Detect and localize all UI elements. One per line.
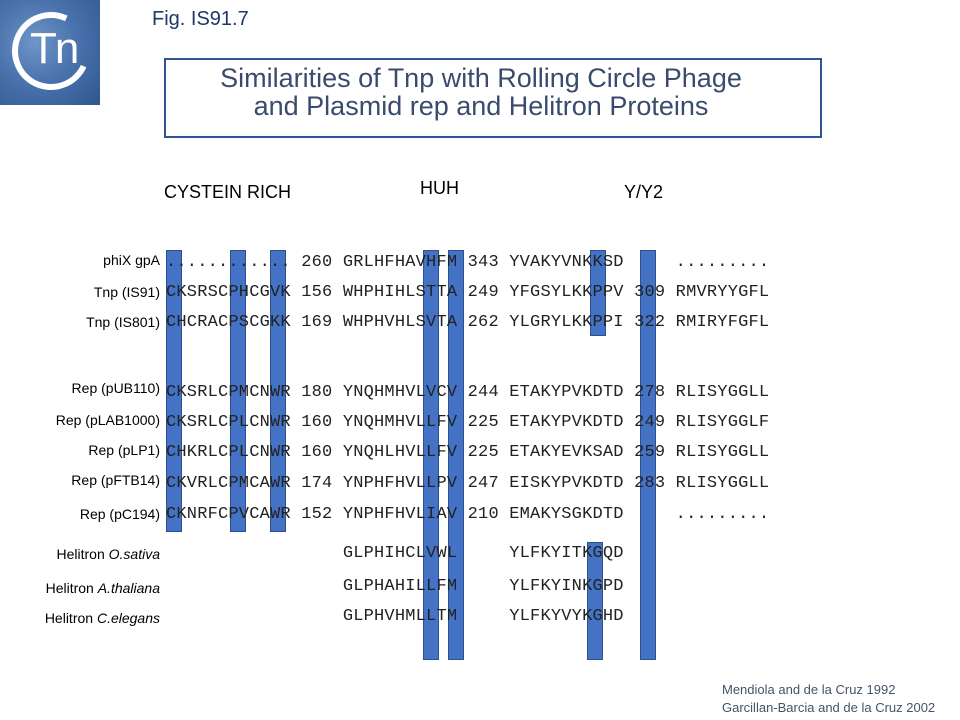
page-title: Similarities of Tnp with Rolling Circle …: [166, 64, 796, 120]
sequence-row: CKSRLCPLCNWR 160 YNQHMHVLLFV 225 ETAKYPV…: [166, 413, 770, 432]
row-label: Rep (pLAB1000): [55, 412, 160, 428]
row-label-helitron: Helitron C.elegans: [44, 610, 160, 626]
row-label: Tnp (IS91): [93, 284, 160, 300]
sequence-row: GLPHAHILLFM YLFKYINKGPD: [166, 577, 624, 596]
section-cystein-rich: CYSTEIN RICH: [164, 182, 292, 202]
title-line-2: and Plasmid rep and Helitron Proteins: [253, 91, 709, 121]
row-label: Rep (pUB110): [71, 380, 160, 396]
sequence-row: GLPHVHMLLTM YLFKYVYKGHD: [166, 607, 624, 626]
row-label-helitron: Helitron O.sativa: [56, 546, 161, 562]
motif-highlight-huh-1: [423, 250, 439, 660]
sequence-row: GLPHIHCLVWL YLFKYITKGQD: [166, 544, 624, 563]
sequence-row: ............ 260 GRLHFHAVHFM 343 YVAKYVN…: [166, 253, 770, 272]
row-label: Tnp (IS801): [86, 314, 160, 330]
section-y-y2: Y/Y2: [624, 182, 664, 202]
logo-text: Tn: [30, 24, 79, 73]
row-label: Rep (pFTB14): [71, 472, 160, 488]
title-box: [164, 58, 822, 138]
reference: Garcillan-Barcia and de la Cruz 2002: [722, 700, 936, 715]
reference: Mendiola and de la Cruz 1992: [722, 682, 896, 697]
title-line-1: Similarities of Tnp with Rolling Circle …: [220, 63, 742, 93]
motif-highlight-cys-2: [230, 250, 246, 532]
row-label-helitron: Helitron A.thaliana: [45, 580, 160, 596]
motif-highlight-y2: [640, 250, 656, 660]
sequence-row: CHKRLCPLCNWR 160 YNQHLHVLLFV 225 ETAKYEV…: [166, 443, 770, 462]
motif-highlight-y-1: [590, 250, 606, 336]
tn-logo: Tn: [0, 0, 100, 105]
sequence-row: CKSRLCPMCNWR 180 YNQHMHVLVCV 244 ETAKYPV…: [166, 383, 770, 402]
sequence-row: CKVRLCPMCAWR 174 YNPHFHVLLPV 247 EISKYPV…: [166, 474, 770, 493]
row-label: Rep (pLP1): [88, 442, 160, 458]
sequence-row: CHCRACPSCGKK 169 WHPHVHLSVTA 262 YLGRYLK…: [166, 313, 770, 332]
figure-label: Fig. IS91.7: [152, 8, 249, 30]
motif-highlight-cys-3: [270, 250, 286, 532]
section-huh: HUH: [420, 178, 459, 198]
sequence-row: CKNRFCPVCAWR 152 YNPHFHVLIAV 210 EMAKYSG…: [166, 505, 770, 524]
row-label: Rep (pC194): [79, 506, 160, 522]
motif-highlight-cys-1: [166, 250, 182, 532]
row-label: phiX gpA: [103, 252, 160, 268]
sequence-row: CKSRSCPHCGVK 156 WHPHIHLSTTA 249 YFGSYLK…: [166, 283, 770, 302]
motif-highlight-y-helitron: [587, 542, 603, 660]
motif-highlight-huh-2: [448, 250, 464, 660]
